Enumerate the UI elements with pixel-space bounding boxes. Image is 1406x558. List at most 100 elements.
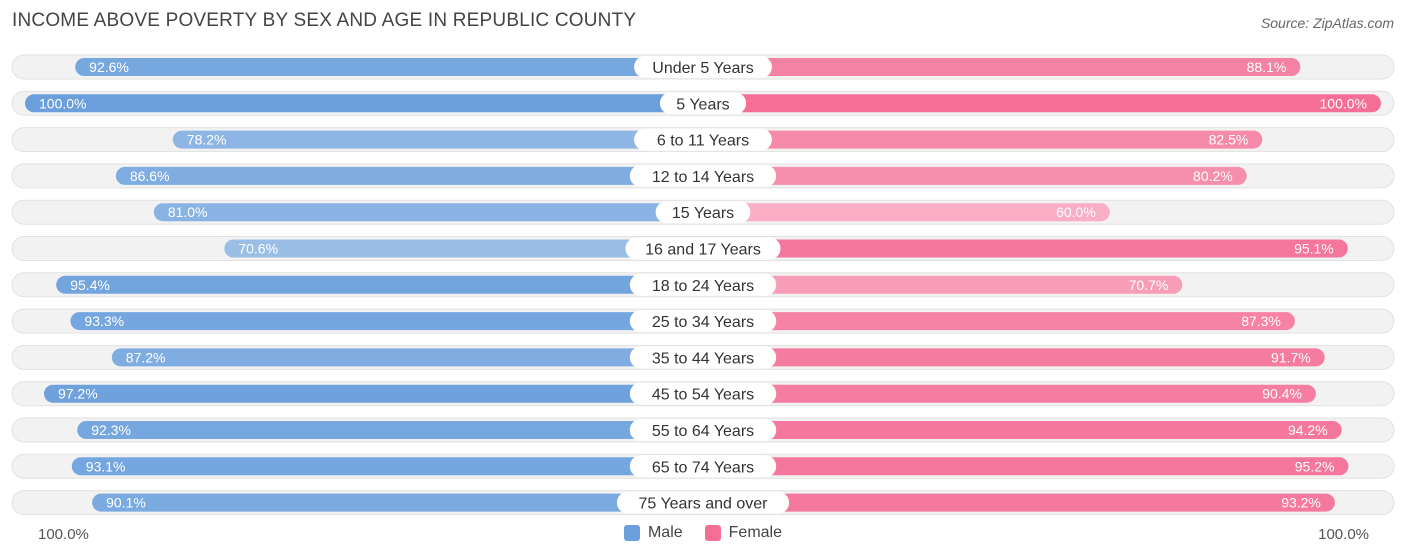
data-label-male: 95.4% [70,277,110,293]
axis-label-right: 100.0% [1318,526,1369,543]
chart-row: 90.1% 93.2% 75 Years and over [11,490,1395,516]
bar-female[interactable] [703,166,1247,185]
chart-row: 78.2% 82.5% 6 to 11 Years [11,127,1395,153]
data-label-female: 95.2% [1295,458,1335,474]
data-label-female: 60.0% [1056,204,1096,220]
bar-male[interactable] [92,493,703,512]
data-label-male: 92.3% [91,422,131,438]
bar-female[interactable] [703,348,1325,367]
bar-female[interactable] [703,384,1316,403]
category-label: 18 to 24 Years [652,278,754,295]
data-label-female: 90.4% [1262,386,1302,402]
bar-male[interactable] [25,94,703,113]
category-label: 16 and 17 Years [645,242,761,259]
data-label-male: 93.1% [86,458,126,474]
data-label-female: 80.2% [1193,168,1233,184]
legend-label-female: Female [728,524,783,541]
data-label-male: 70.6% [238,241,278,257]
data-label-male: 78.2% [187,132,227,148]
data-label-male: 93.3% [84,313,124,329]
data-label-male: 100.0% [39,95,86,111]
bar-male[interactable] [172,130,703,149]
category-pill [629,382,777,405]
category-pill [629,164,777,187]
category-label: Under 5 Years [652,60,753,77]
data-label-male: 92.6% [89,59,129,75]
axis-label-left: 100.0% [38,526,89,543]
chart: 92.6% 88.1% Under 5 Years 100.0% 100.0% 5 Yea… [11,54,1395,516]
source-label: Source: ZipAtlas.com [1260,15,1394,31]
bar-male[interactable] [77,421,704,439]
category-pill [629,419,777,441]
category-pill [634,56,772,78]
category-label: 55 to 64 Years [652,423,754,440]
data-label-male: 87.2% [126,349,166,365]
data-label-female: 95.1% [1294,241,1334,257]
legend: Male Female [0,524,1406,542]
category-label: 45 to 54 Years [652,387,754,404]
bar-male[interactable] [56,275,704,294]
category-pill [659,92,747,115]
data-label-female: 82.5% [1209,132,1249,148]
legend-label-male: Male [647,524,683,541]
chart-row: 92.3% 94.2% 55 to 64 Years [11,417,1395,443]
legend-swatch-male [623,525,640,541]
legend-swatch-female [704,525,721,541]
data-label-female: 93.2% [1281,495,1321,511]
category-pill [629,346,777,369]
category-label: 6 to 11 Years [657,133,749,150]
category-label: 65 to 74 Years [652,459,754,476]
bar-male[interactable] [75,58,703,76]
bar-female[interactable] [703,421,1342,439]
bar-male[interactable] [224,239,703,258]
bar-female[interactable] [703,493,1335,512]
category-pill [655,201,751,224]
chart-row: 97.2% 90.4% 45 to 54 Years [11,381,1395,407]
data-label-male: 90.1% [106,495,146,511]
bar-female[interactable] [703,130,1263,149]
category-label: 15 Years [672,205,734,222]
category-pill [634,128,772,151]
bar-male[interactable] [115,166,704,185]
data-label-male: 81.0% [168,204,208,220]
bar-male[interactable] [43,384,703,403]
data-label-female: 87.3% [1241,313,1281,329]
category-pill [616,491,790,514]
bar-female[interactable] [703,94,1381,113]
category-pill [629,310,777,333]
category-pill [625,237,781,260]
chart-row: 93.3% 87.3% 25 to 34 Years [11,308,1395,334]
bar-male[interactable] [71,457,704,476]
category-pill [629,455,777,478]
bar-male[interactable] [153,203,703,222]
chart-row: 86.6% 80.2% 12 to 14 Years [11,163,1395,189]
data-label-female: 70.7% [1129,277,1169,293]
category-label: 25 to 34 Years [652,314,754,331]
bar-female[interactable] [703,58,1301,76]
bar-female[interactable] [703,239,1348,258]
chart-row: 70.6% 95.1% 16 and 17 Years [11,236,1395,261]
legend-item-male[interactable]: Male [623,524,683,542]
data-label-male: 86.6% [130,168,170,184]
chart-title: INCOME ABOVE POVERTY BY SEX AND AGE IN R… [12,10,637,31]
bar-female[interactable] [703,457,1349,476]
bar-female[interactable] [703,275,1183,294]
data-label-female: 91.7% [1271,349,1311,365]
data-label-female: 94.2% [1288,422,1328,438]
bar-female[interactable] [703,203,1110,222]
chart-row: 100.0% 100.0% 5 Years [11,90,1395,116]
legend-item-female[interactable]: Female [704,524,783,542]
chart-row: 81.0% 60.0% 15 Years [11,199,1395,225]
data-label-female: 88.1% [1247,59,1287,75]
category-pill [629,273,777,296]
chart-row: 95.4% 70.7% 18 to 24 Years [11,272,1395,298]
bar-male[interactable] [111,348,703,367]
data-label-male: 97.2% [58,386,98,402]
category-label: 75 Years and over [639,496,769,513]
category-label: 35 to 44 Years [652,350,754,367]
bar-male[interactable] [70,312,703,331]
chart-row: 93.1% 95.2% 65 to 74 Years [11,453,1395,479]
bar-female[interactable] [703,312,1295,331]
data-label-female: 100.0% [1320,95,1367,111]
chart-row: 87.2% 91.7% 35 to 44 Years [11,344,1395,370]
